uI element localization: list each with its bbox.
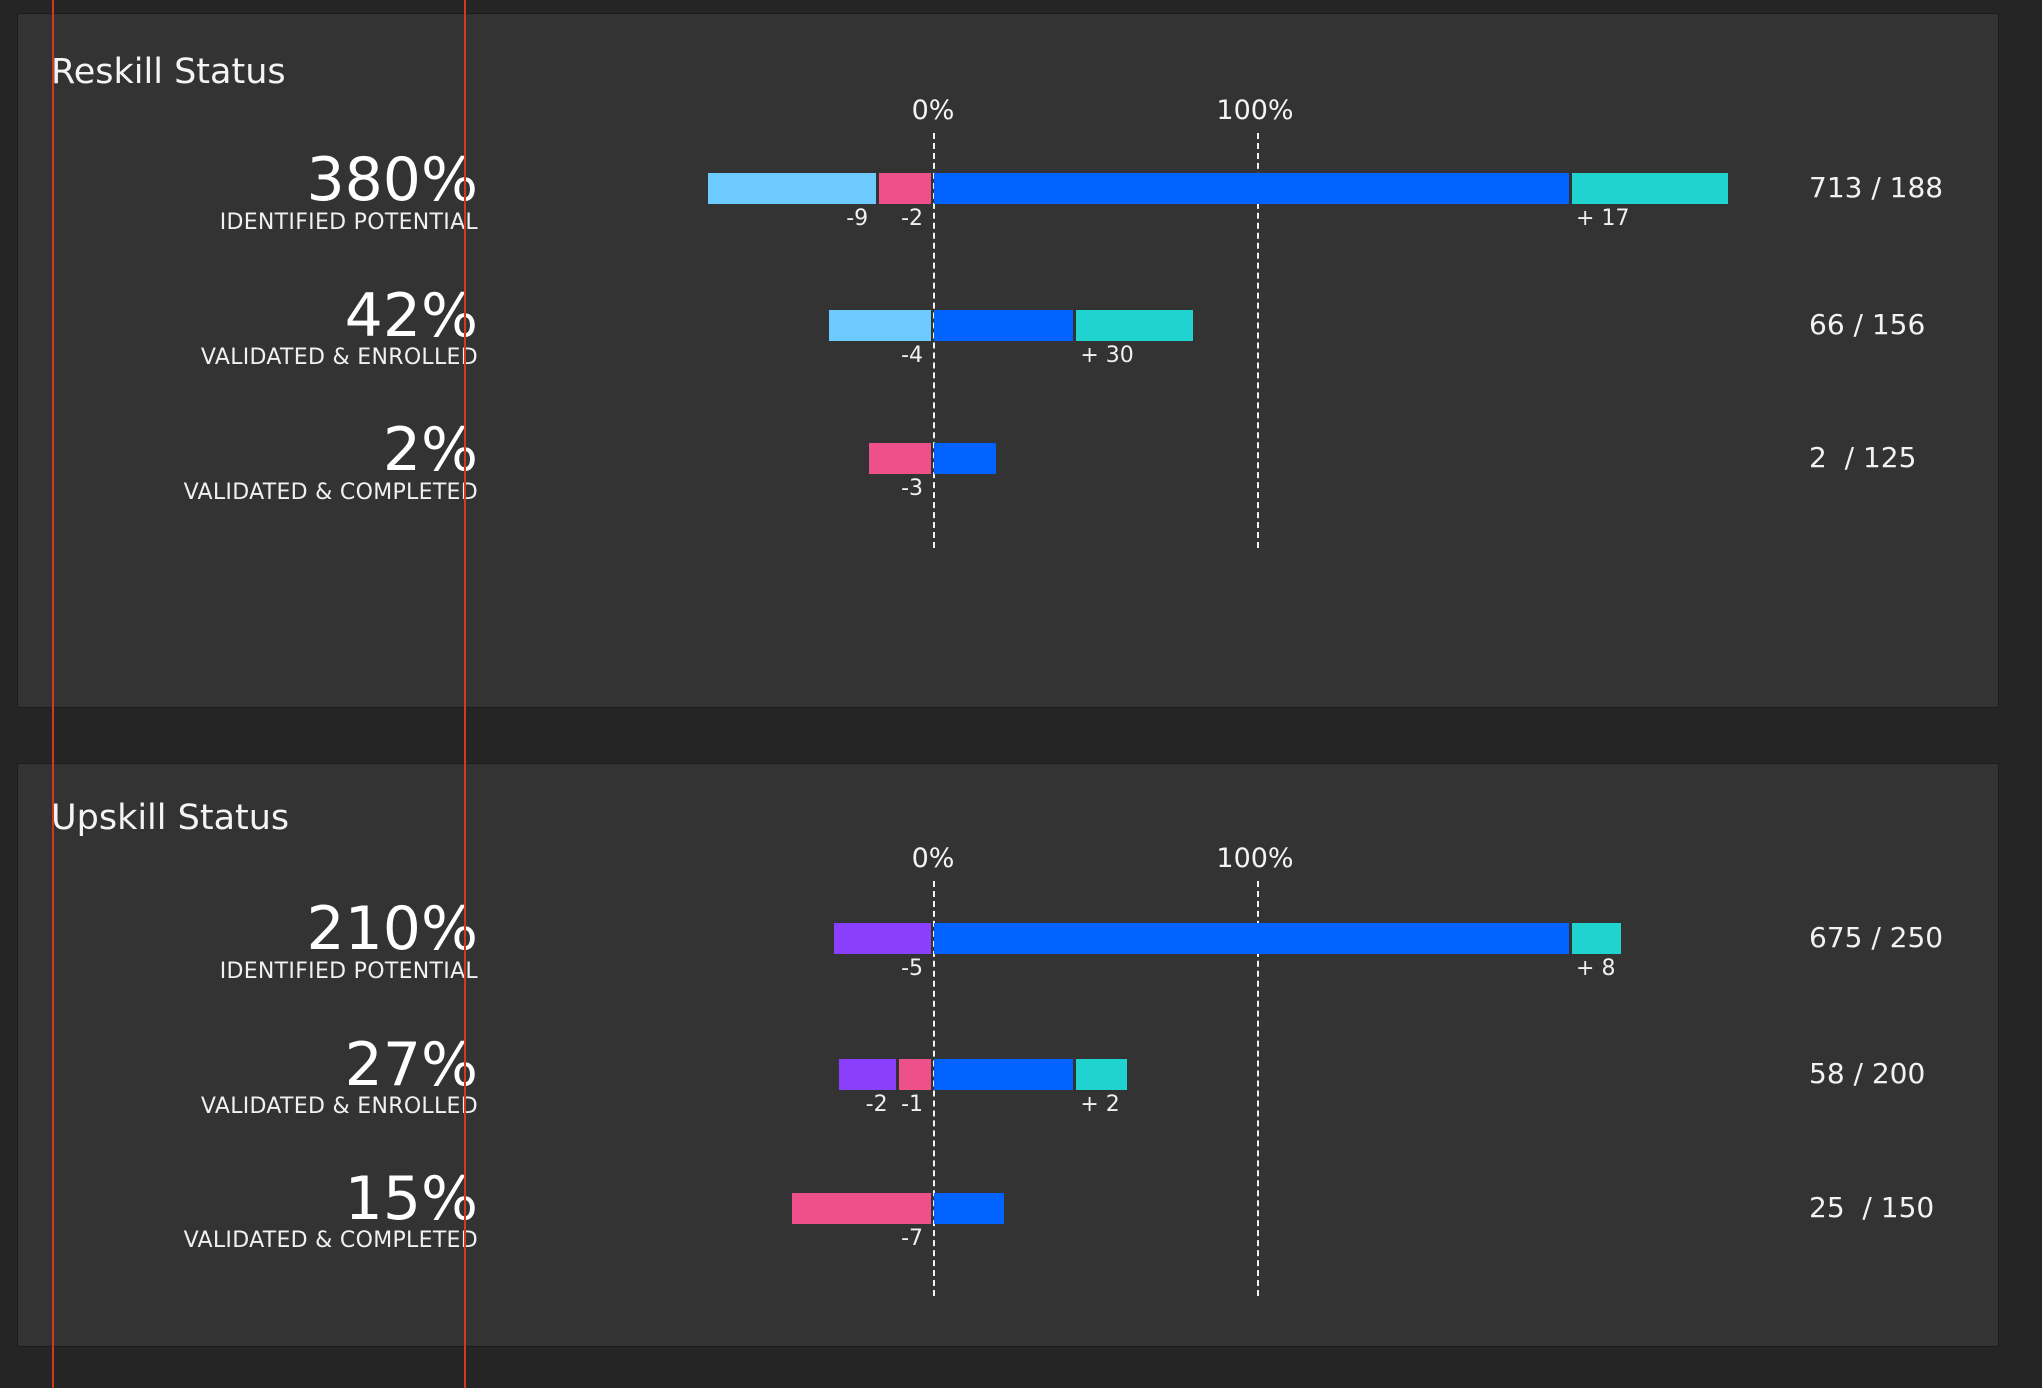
negative-change-bar	[898, 1058, 931, 1090]
base-progress-bar	[934, 172, 1570, 204]
base-progress-bar	[934, 1058, 1074, 1090]
negative-change-label: -2	[865, 1092, 888, 1117]
positive-change-bar	[1572, 922, 1621, 954]
negative-change-bar	[869, 442, 931, 474]
positive-change-bar	[1076, 309, 1193, 341]
panel-title: Reskill Status	[51, 52, 286, 92]
upskill-status-panel: Upskill Status 0% 100% 210% IDENTIFIED P…	[17, 763, 1999, 1347]
positive-change-bar	[1076, 1058, 1127, 1090]
negative-change-bar	[833, 922, 931, 954]
base-progress-bar	[934, 922, 1570, 954]
metric-percentage: 42%	[344, 281, 478, 351]
positive-change-label: + 30	[1080, 343, 1134, 368]
metric-percentage: 2%	[382, 415, 478, 485]
metric-label: VALIDATED & COMPLETED	[183, 480, 478, 505]
metric-label: IDENTIFIED POTENTIAL	[219, 959, 478, 984]
metric-percentage: 27%	[344, 1030, 478, 1100]
axis-label-100-percent: 100%	[1216, 843, 1294, 874]
metric-label: VALIDATED & ENROLLED	[200, 1094, 478, 1119]
positive-change-bar	[1572, 172, 1728, 204]
axis-label-0-percent: 0%	[911, 843, 955, 874]
negative-change-label: -4	[901, 343, 923, 368]
metric-label: VALIDATED & COMPLETED	[183, 1228, 478, 1253]
reskill-status-panel: Reskill Status 0% 100% 380% IDENTIFIED P…	[17, 13, 1999, 708]
hundred-percent-gridline	[1257, 881, 1259, 1296]
negative-change-label: -9	[846, 206, 869, 231]
negative-change-label: -3	[901, 476, 923, 501]
negative-change-bar	[791, 1192, 931, 1224]
negative-change-label: -2	[901, 206, 923, 231]
axis-label-0-percent: 0%	[911, 95, 955, 126]
positive-change-label: + 17	[1576, 206, 1630, 231]
ratio-value: 2 / 125	[1809, 441, 1917, 474]
ratio-value: 675 / 250	[1809, 921, 1944, 954]
metric-percentage: 210%	[306, 894, 478, 964]
layout-guide-line-left	[52, 0, 54, 1388]
metric-percentage: 380%	[306, 145, 478, 215]
negative-change-label: -5	[901, 956, 923, 981]
ratio-value: 25 / 150	[1809, 1191, 1935, 1224]
base-progress-bar	[934, 442, 996, 474]
metric-label: VALIDATED & ENROLLED	[200, 345, 478, 370]
positive-change-label: + 2	[1080, 1092, 1120, 1117]
metric-label: IDENTIFIED POTENTIAL	[219, 210, 478, 235]
layout-guide-line-right	[464, 0, 466, 1388]
negative-change-bar	[828, 309, 931, 341]
negative-change-bar	[879, 172, 931, 204]
negative-change-label: -1	[901, 1092, 923, 1117]
ratio-value: 58 / 200	[1809, 1057, 1926, 1090]
negative-change-bar	[707, 172, 877, 204]
ratio-value: 66 / 156	[1809, 308, 1926, 341]
zero-percent-gridline	[933, 133, 935, 548]
metric-percentage: 15%	[344, 1164, 478, 1234]
base-progress-bar	[934, 1192, 1004, 1224]
hundred-percent-gridline	[1257, 133, 1259, 548]
negative-change-label: -7	[901, 1226, 923, 1251]
panel-title: Upskill Status	[51, 798, 290, 838]
positive-change-label: + 8	[1576, 956, 1616, 981]
base-progress-bar	[934, 309, 1074, 341]
negative-change-bar	[838, 1058, 896, 1090]
axis-label-100-percent: 100%	[1216, 95, 1294, 126]
ratio-value: 713 / 188	[1809, 171, 1944, 204]
